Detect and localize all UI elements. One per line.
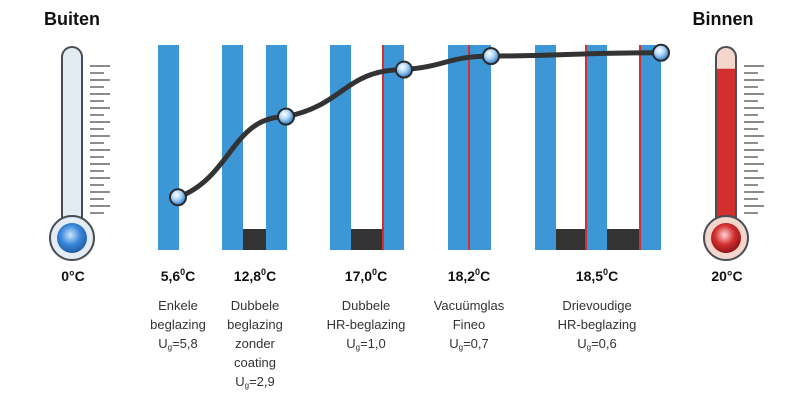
coating-line (639, 45, 641, 250)
temperature-curve (169, 43, 670, 207)
coating-line (585, 45, 587, 250)
glass-pane (330, 45, 351, 250)
glass-pane (640, 45, 661, 250)
glass-pane (383, 45, 404, 250)
glazing-description-line: Vacuümglas (434, 298, 505, 313)
inside-title: Binnen (693, 9, 754, 29)
curve-point-4 (482, 47, 500, 66)
outside-title: Buiten (44, 9, 100, 29)
glazing-u-value: Ug=5,8 (158, 336, 198, 352)
glazing-labels: 5,60C Enkele beglazing Ug=5,8 12,80C Dubbele b… (150, 267, 636, 390)
curve-point-5 (652, 43, 670, 62)
outside-thermometer-bulb (57, 223, 87, 253)
glazing-temperature: 18,20C (448, 267, 490, 284)
inside-thermometer (703, 46, 764, 261)
glazing-description-line: beglazing (227, 317, 283, 332)
outside-temperature: 0°C (61, 268, 85, 284)
spacer (607, 229, 640, 250)
glazing-description-line: beglazing (150, 317, 206, 332)
glass-pane (586, 45, 607, 250)
glass-pane (266, 45, 287, 250)
glass-pane (535, 45, 556, 250)
glazing-temperature: 5,60C (161, 267, 196, 284)
glazing-description-line: Enkele (158, 298, 198, 313)
glazing-unit-1 (158, 45, 179, 250)
coating-line (382, 45, 384, 250)
glazing-unit-4 (448, 45, 491, 250)
spacer (556, 229, 586, 250)
glazing-u-value: Ug=2,9 (235, 374, 275, 390)
glazing-description-line: Dubbele (231, 298, 279, 313)
glazing-temperature: 17,00C (345, 267, 387, 284)
glass-pane (158, 45, 179, 250)
glazing-description-line: zonder (235, 336, 275, 351)
inside-thermometer-scale (744, 65, 764, 214)
glazing-temperature: 18,50C (576, 267, 618, 284)
outside-thermometer (49, 46, 110, 261)
inside-thermometer-fill (717, 68, 735, 225)
glazing-label-1: 5,60C Enkele beglazing Ug=5,8 (150, 267, 206, 352)
curve-point-2 (277, 107, 295, 126)
curve-point-1 (169, 188, 187, 207)
glass-pane (448, 45, 469, 250)
glazing-unit-5 (535, 45, 661, 250)
inside-temperature: 20°C (711, 268, 742, 284)
glazing-label-4: 18,20C Vacuümglas Fineo Ug=0,7 (434, 267, 505, 352)
glazing-label-3: 17,00C Dubbele HR-beglazing Ug=1,0 (327, 267, 406, 352)
outside-thermometer-scale (90, 65, 110, 214)
coating-line (468, 45, 470, 250)
glazing-description-line: Drievoudige (562, 298, 631, 313)
glazing-panes (158, 45, 661, 250)
inside-thermometer-bulb (711, 223, 741, 253)
glazing-u-value: Ug=1,0 (346, 336, 386, 352)
spacer (243, 229, 266, 250)
glass-pane (470, 45, 491, 250)
spacer (351, 229, 383, 250)
glazing-description-line: coating (234, 355, 276, 370)
glazing-u-value: Ug=0,7 (449, 336, 489, 352)
outside-thermometer-tube (61, 46, 83, 225)
glazing-u-value: Ug=0,6 (577, 336, 617, 352)
glazing-description-line: HR-beglazing (558, 317, 637, 332)
glazing-label-2: 12,80C Dubbele beglazing zonder coating Ug=2,… (227, 267, 283, 390)
glazing-description-line: Dubbele (342, 298, 390, 313)
glazing-temperature: 12,80C (234, 267, 276, 284)
glazing-description-line: Fineo (453, 317, 486, 332)
curve-point-3 (395, 60, 413, 79)
glazing-description-line: HR-beglazing (327, 317, 406, 332)
glazing-label-5: 18,50C Drievoudige HR-beglazing Ug=0,6 (558, 267, 637, 352)
